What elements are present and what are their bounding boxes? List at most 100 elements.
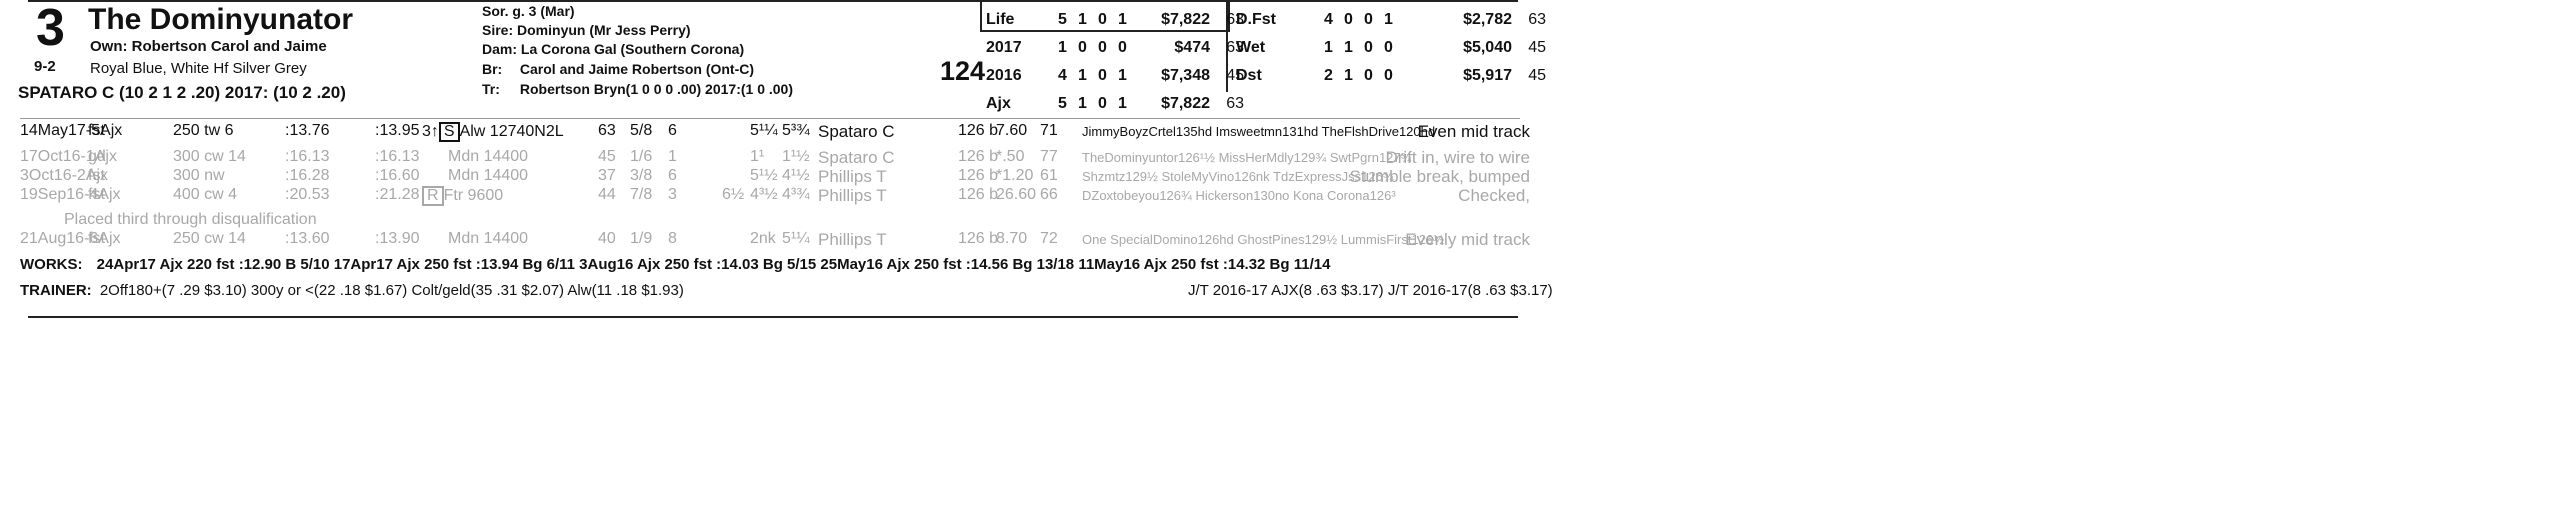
- sex-age: Sor. g. 3 (Mar): [482, 3, 575, 19]
- silks: Royal Blue, White Hf Silver Grey: [90, 60, 307, 77]
- race-class: Mdn 14400: [448, 230, 528, 248]
- record-left-row: Life 5 1 0 1 $7,822 63: [986, 6, 1244, 34]
- race-f2: :16.60: [375, 167, 420, 184]
- record-st: 5: [1058, 95, 1067, 112]
- record-left-row: 2017 1 0 0 0 $474 63: [986, 34, 1244, 62]
- race-comment: Evenly mid track: [1405, 230, 1530, 249]
- record-w: 0: [1344, 11, 1353, 28]
- race-f2: :21.28: [375, 186, 420, 203]
- race-dist: 250 tw 6: [173, 122, 234, 139]
- record-s: 1: [1118, 67, 1127, 84]
- race-f1: :13.76: [285, 122, 330, 139]
- trainer-stats-value: 2Off180+(7 .29 $3.10) 300y or <(22 .18 $…: [99, 282, 684, 299]
- record-left-row: 2016 4 1 0 1 $7,348 45: [986, 62, 1244, 90]
- race-f1: :13.60: [285, 230, 330, 247]
- race-class-box: S: [438, 122, 460, 142]
- record-st: 5: [1058, 11, 1067, 28]
- record-earn: $474: [1174, 39, 1210, 56]
- race-line: 21Aug16-6Ajx fst 250 cw 14:13.60:13.90 40 1/…: [0, 230, 2550, 250]
- race-f2: :16.13: [375, 148, 420, 165]
- speed-figure: 124: [940, 56, 986, 86]
- record-label: 2016: [986, 67, 1022, 84]
- odds: 9-2: [34, 58, 56, 75]
- owner: Own: Robertson Carol and Jaime: [90, 38, 327, 55]
- race-cond: fst: [88, 167, 105, 184]
- record-s: 1: [1118, 95, 1127, 112]
- race-wt: 126 b: [958, 122, 999, 139]
- record-right-row: D.Fst 4 0 0 1 $2,782 63: [1236, 6, 1546, 34]
- race-fin: 4¹½: [782, 167, 810, 184]
- record-label: Ajx: [986, 95, 1011, 112]
- race-fig: 63: [598, 122, 616, 139]
- race-fig: 44: [598, 186, 616, 203]
- race-odds: 8.70: [996, 230, 1028, 247]
- race-wt: 126 b: [958, 148, 999, 165]
- race-sp: 72: [1040, 230, 1058, 247]
- record-p: 0: [1098, 39, 1107, 56]
- race-f2: :13.95: [375, 122, 420, 139]
- dam-label: Dam:: [482, 41, 518, 57]
- race-f1: :16.13: [285, 148, 330, 165]
- race-pp: 7/8: [630, 186, 653, 203]
- race-dist: 250 cw 14: [173, 230, 246, 247]
- race-fig: 45: [598, 148, 616, 165]
- race-c2: 5¹½: [750, 167, 778, 184]
- race-pp: 3/8: [630, 167, 653, 184]
- race-competitors: Shzmtz129½ StoleMyVino126nk TdzExpressJs…: [1082, 169, 1394, 184]
- race-competitors: TheDominyuntor126¹½ MissHerMdly129¾ SwtP…: [1082, 150, 1412, 165]
- sire-value: Dominyun (Mr Jess Perry): [517, 22, 691, 38]
- race-class-name: Mdn 14400: [448, 148, 529, 165]
- race-jockey: Phillips T: [818, 167, 887, 186]
- race-fin: 1¹½: [782, 148, 810, 165]
- dam-line: Dam: La Corona Gal (Southern Corona): [482, 41, 744, 57]
- race-sp: 77: [1040, 148, 1058, 165]
- race-odds: *1.20: [996, 167, 1034, 184]
- record-fig: 45: [1226, 67, 1244, 84]
- record-p: 0: [1098, 95, 1107, 112]
- record-fig: 45: [1528, 39, 1546, 56]
- race-odds: 7.60: [996, 122, 1028, 139]
- record-label: Wet: [1236, 39, 1266, 56]
- race-f2: :13.90: [375, 230, 420, 247]
- race-st: 6: [668, 167, 677, 184]
- race-date: 19Sep16-4Ajx: [20, 186, 121, 203]
- race-line: 3Oct16-2Ajx fst 300 nw:16.28:16.60 37 3/8 6 5¹…: [0, 167, 2550, 187]
- trainer-label: Tr:: [482, 81, 500, 97]
- record-p: 0: [1098, 67, 1107, 84]
- record-divider: [1226, 2, 1228, 92]
- record-s: 1: [1118, 11, 1127, 28]
- record-p: 0: [1098, 11, 1107, 28]
- race-comment: Checked,: [1458, 186, 1530, 205]
- race-class-box: R: [422, 186, 444, 206]
- race-class: Mdn 14400: [448, 148, 528, 166]
- race-class-name: Ftr 9600: [443, 187, 504, 204]
- race-date: 3Oct16-2Ajx: [20, 167, 109, 184]
- race-jockey: Phillips T: [818, 230, 887, 249]
- record-label: D.Fst: [1236, 11, 1276, 28]
- record-label: Dst: [1236, 67, 1262, 84]
- race-line: 14May17-5Ajx fst 250 tw 6:13.76:13.95 63 5/8…: [0, 122, 2550, 142]
- race-jockey: Phillips T: [818, 186, 887, 205]
- race-fin: 5¹¼: [782, 230, 810, 247]
- race-class: R Ftr 9600: [422, 186, 503, 206]
- race-fin: 5³¾: [782, 122, 810, 139]
- record-st: 4: [1058, 67, 1067, 84]
- record-w: 1: [1078, 95, 1087, 112]
- record-table-right: D.Fst 4 0 0 1 $2,782 63 Wet 1 1 0 0 $5,040 45 Dst 2 1 0 0 $…: [1236, 6, 1546, 90]
- record-fig: 63: [1226, 11, 1244, 28]
- record-fig: 63: [1528, 11, 1546, 28]
- race-jockey: Spataro C: [818, 122, 895, 141]
- race-class-name: Mdn 14400: [448, 167, 529, 184]
- race-c2: 4³½: [750, 186, 778, 203]
- sire-line: Sire: Dominyun (Mr Jess Perry): [482, 22, 691, 38]
- placement-note: Placed third through disqualification: [64, 211, 317, 228]
- record-s: 0: [1118, 39, 1127, 56]
- race-wt: 126 b: [958, 230, 999, 247]
- race-f1: :20.53: [285, 186, 330, 203]
- race-st: 8: [668, 230, 677, 247]
- race-c2: 2nk: [750, 230, 776, 247]
- trainer-line: Tr: Robertson Bryn(1 0 0 0 .00) 2017:(1 …: [482, 81, 793, 97]
- sire-label: Sire:: [482, 22, 514, 38]
- race-class: 3↑ S Alw 12740N2L: [422, 122, 564, 142]
- race-class: Mdn 14400: [448, 167, 528, 185]
